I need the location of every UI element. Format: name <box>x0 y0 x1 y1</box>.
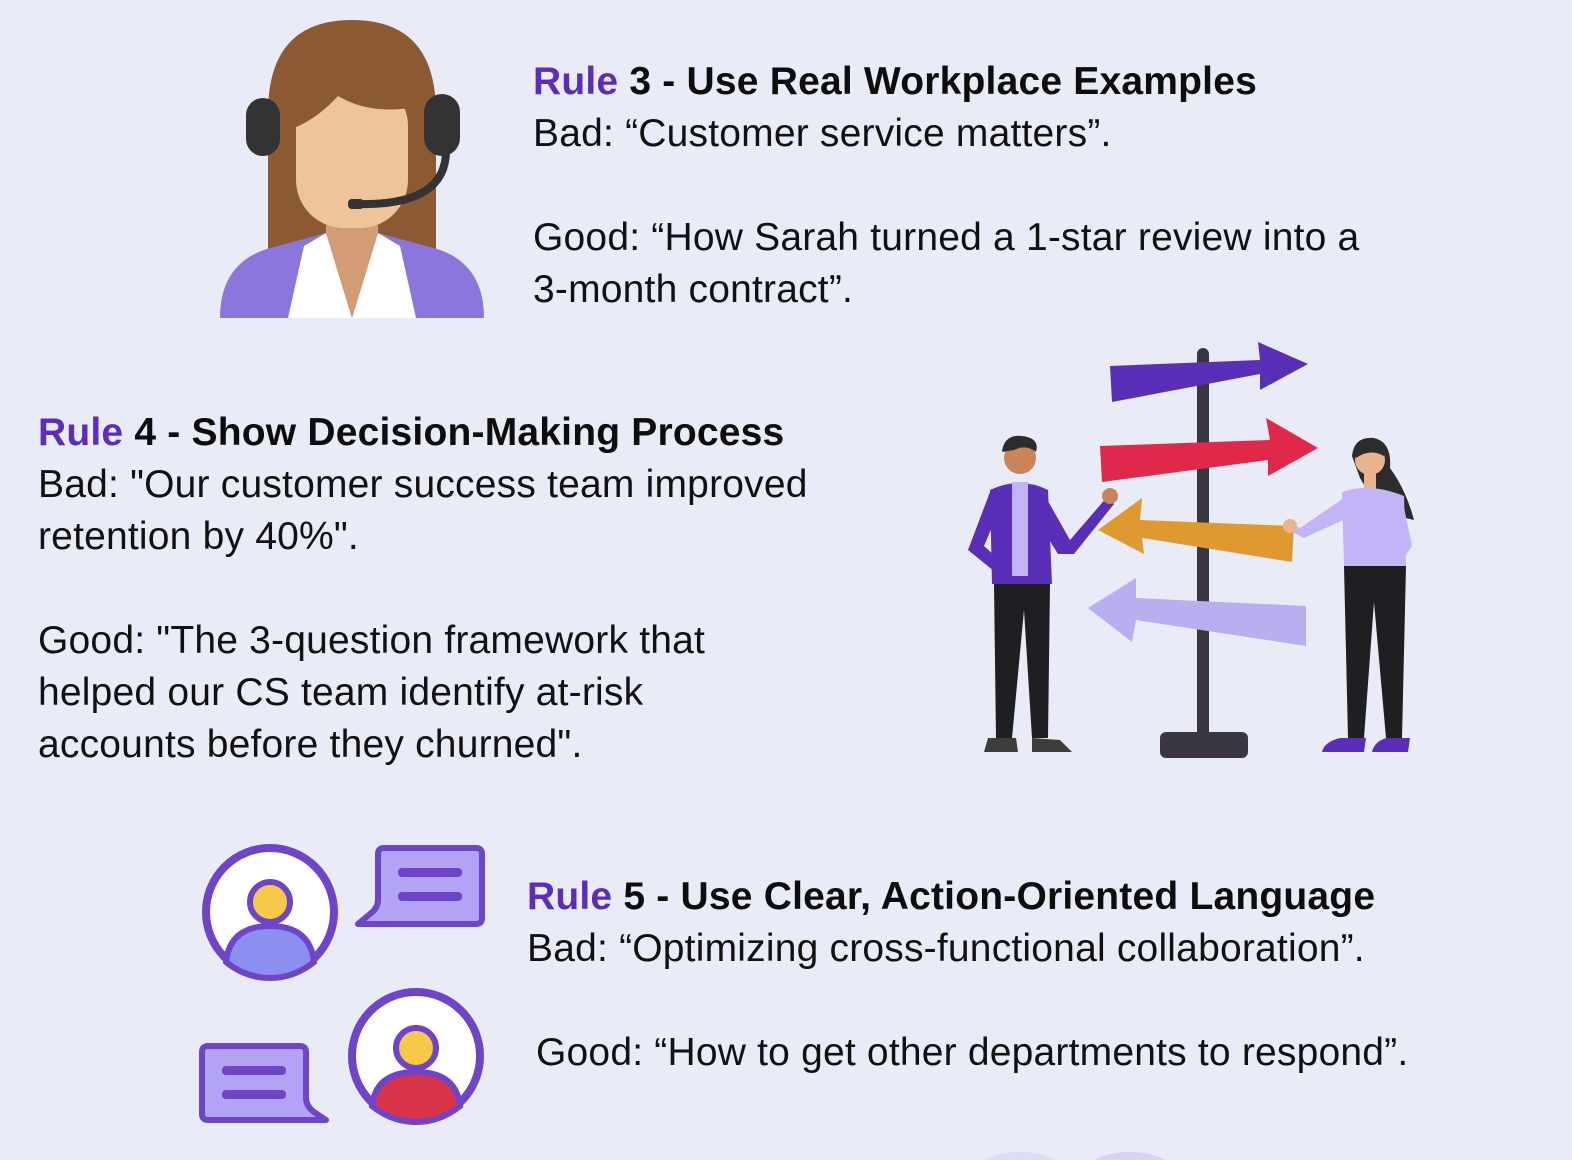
decorative-blob <box>980 1148 1180 1160</box>
rule-3-title-text: 3 - Use Real Workplace Examples <box>629 60 1257 103</box>
rule-3-section: Rule 3 - Use Real Workplace Examples Bad… <box>533 56 1359 316</box>
rule-4-bad-example-line-2: retention by 40%". <box>38 515 359 558</box>
woman-figure <box>1283 437 1414 752</box>
rule-3-rule-word: Rule <box>533 60 619 103</box>
conversation-users-icon <box>198 840 490 1132</box>
rule-5-section: Rule 5 - Use Clear, Action-Oriented Lang… <box>527 871 1408 1079</box>
man-figure <box>968 435 1118 752</box>
rule-4-title-text: 4 - Show Decision-Making Process <box>134 411 785 454</box>
rule-5-good-example: Good: “How to get other departments to r… <box>536 1031 1409 1074</box>
rule-4-rule-word: Rule <box>38 411 124 454</box>
customer-service-agent-icon <box>218 18 486 318</box>
rule-4-title: Rule 4 - Show Decision-Making Process <box>38 407 808 459</box>
rule-4-bad-example-line-1: Bad: "Our customer success team improved <box>38 463 808 506</box>
rule-4-good-example-line-1: Good: "The 3-question framework that <box>38 619 706 662</box>
rule-3-good-example-line-1: Good: “How Sarah turned a 1-star review … <box>533 216 1360 259</box>
signpost-decision-icon <box>960 340 1430 765</box>
rule-5-title-text: 5 - Use Clear, Action-Oriented Language <box>623 875 1376 918</box>
rule-5-title: Rule 5 - Use Clear, Action-Oriented Lang… <box>527 871 1408 923</box>
rule-4-good-example-line-2: helped our CS team identify at-risk <box>38 671 644 714</box>
rule-3-title: Rule 3 - Use Real Workplace Examples <box>533 56 1359 108</box>
rule-5-rule-word: Rule <box>527 875 613 918</box>
rule-4-section: Rule 4 - Show Decision-Making Process Ba… <box>38 407 808 771</box>
rule-3-good-example-line-2: 3-month contract”. <box>533 268 854 311</box>
rule-5-bad-example: Bad: “Optimizing cross-functional collab… <box>527 927 1365 970</box>
rule-4-good-example-line-3: accounts before they churned". <box>38 723 583 766</box>
rule-3-bad-example: Bad: “Customer service matters”. <box>533 112 1112 155</box>
